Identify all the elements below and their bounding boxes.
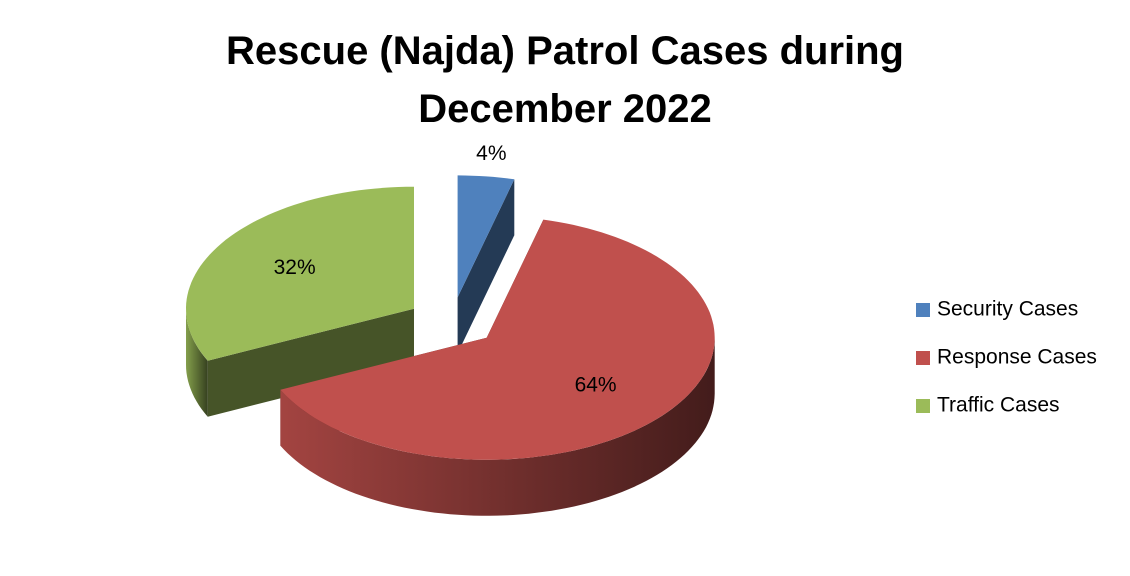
slice-wall (280, 337, 715, 516)
chart-title: Rescue (Najda) Patrol Cases during Decem… (226, 29, 904, 131)
slice-side (457, 179, 515, 354)
legend-swatch (916, 399, 930, 413)
legend-swatch (916, 351, 930, 365)
slice-wall (186, 308, 208, 417)
legend-label: Traffic Cases (937, 394, 1060, 417)
pie-slice (186, 186, 414, 361)
legend-label: Security Cases (937, 298, 1078, 321)
slice-side (207, 308, 414, 417)
data-label: 64% (575, 374, 617, 397)
data-label: 4% (476, 142, 506, 165)
legend-swatch (916, 303, 930, 317)
legend-label: Response Cases (937, 346, 1097, 369)
pie-slice (280, 219, 715, 460)
pie-slice (457, 175, 515, 298)
data-label: 32% (274, 256, 316, 279)
